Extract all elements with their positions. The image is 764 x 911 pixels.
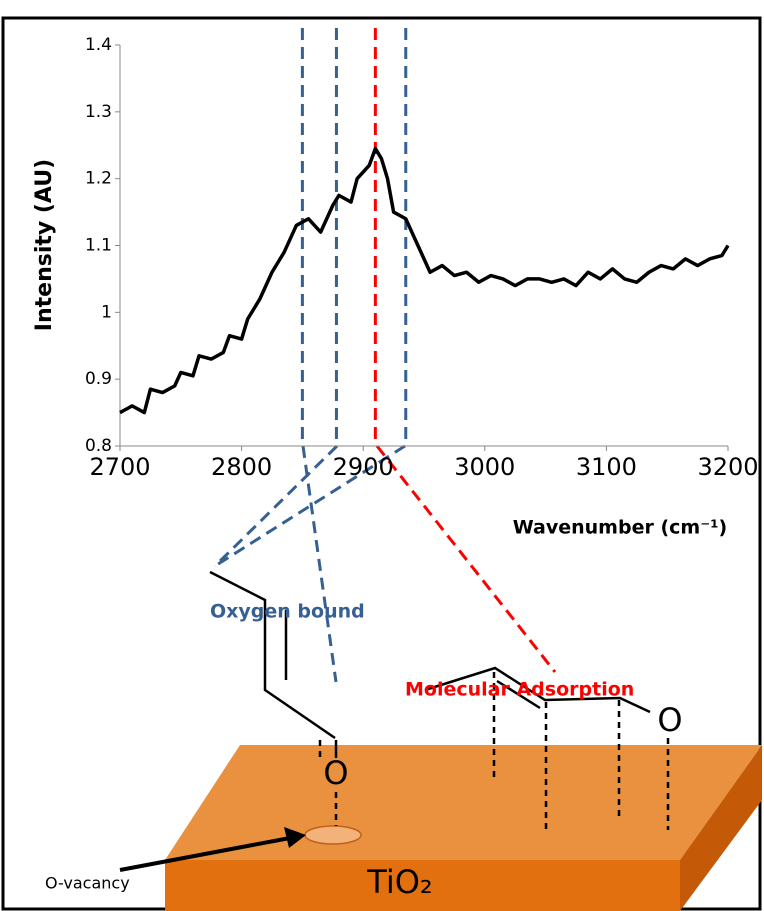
atom-o: O	[323, 754, 348, 792]
bond	[424, 666, 651, 714]
y-tick-label: 0.9	[85, 369, 112, 389]
arrow-shaft	[119, 836, 291, 872]
slab-side	[680, 745, 762, 911]
spectrum-line	[119, 146, 730, 415]
connector	[375, 445, 557, 673]
y-tick-label: 1.1	[85, 236, 112, 256]
bond	[496, 679, 541, 710]
connector	[213, 444, 339, 568]
y-tick-label: 1.4	[85, 35, 112, 55]
label-vacancy: O-vacancy	[45, 874, 130, 893]
x-tick-label: 3000	[454, 453, 515, 481]
molecule-left	[209, 570, 338, 826]
vacancy-site	[304, 825, 362, 845]
y-axis-label: Intensity (AU)	[32, 159, 57, 331]
connectors	[213, 444, 557, 683]
x-tick-label: 2700	[89, 453, 150, 481]
label-molecular: Molecular Adsorption	[405, 679, 634, 701]
x-tick-label: 2800	[211, 453, 272, 481]
y-tick-label: 0.8	[85, 436, 112, 456]
label-surface: TiO₂	[366, 863, 432, 901]
x-axis-label: Wavenumber (cm⁻¹)	[513, 517, 727, 539]
label-oxygen-bound: Oxygen bound	[210, 601, 365, 623]
atom-o: O	[657, 701, 682, 739]
y-tick-label: 1.2	[85, 169, 112, 189]
y-tick-label: 1.3	[85, 102, 112, 122]
arrow-head	[284, 827, 306, 848]
connector	[301, 445, 338, 683]
molecule-right	[424, 666, 670, 830]
y-tick-label: 1	[101, 302, 112, 322]
x-tick-label: 2900	[333, 453, 394, 481]
x-tick-label: 3100	[576, 453, 637, 481]
bond	[209, 570, 336, 740]
x-tick-label: 3200	[697, 453, 758, 481]
slab-front	[165, 860, 680, 911]
